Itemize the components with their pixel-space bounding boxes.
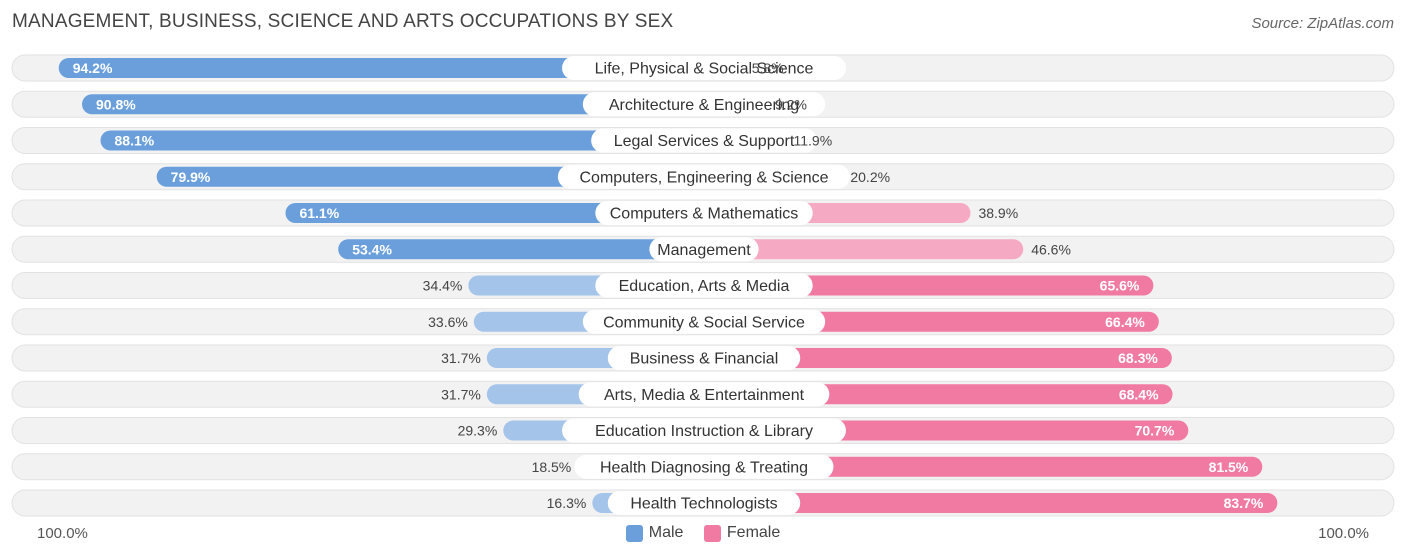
category-label-bg: [607, 491, 801, 515]
male-bar: [338, 239, 704, 260]
category-label-bg: [557, 164, 851, 189]
category-label: Education Instruction & Library: [595, 423, 813, 440]
category-label-bg: [591, 128, 817, 153]
female-value-label: 66.4%: [1105, 314, 1145, 330]
female-value-label: 68.4%: [1119, 386, 1159, 402]
female-value-label: 70.7%: [1135, 423, 1175, 439]
male-value-label: 88.1%: [115, 133, 155, 149]
male-bar: [100, 130, 704, 151]
category-label-bg: [582, 92, 826, 117]
male-value-label: 31.7%: [441, 350, 481, 366]
female-value-label: 5.8%: [752, 60, 784, 76]
legend: Male Female: [0, 524, 1406, 547]
female-value-label: 9.2%: [775, 96, 807, 112]
category-label-bg: [574, 454, 834, 479]
category-label-bg: [649, 237, 759, 262]
male-swatch: [625, 524, 643, 542]
category-label: Computers, Engineering & Science: [579, 169, 828, 186]
female-value-label: 46.6%: [1031, 241, 1071, 257]
male-value-label: 31.7%: [441, 386, 481, 402]
category-label: Architecture & Engineering: [609, 97, 799, 114]
female-bar: [704, 348, 1172, 368]
category-label: Health Technologists: [630, 496, 777, 513]
category-label: Life, Physical & Social Science: [595, 61, 814, 78]
category-label: Legal Services & Support: [614, 133, 795, 150]
female-bar: [704, 493, 1278, 513]
category-label-bg: [607, 346, 801, 370]
category-label-bg: [578, 382, 830, 407]
category-label-bg: [562, 56, 846, 80]
female-value-label: 20.2%: [850, 169, 890, 185]
category-label: Business & Financial: [630, 351, 779, 368]
chart-title: MANAGEMENT, BUSINESS, SCIENCE AND ARTS O…: [12, 11, 674, 32]
male-value-label: 33.6%: [428, 314, 468, 330]
category-label: Education, Arts & Media: [619, 278, 790, 295]
category-label-bg: [595, 273, 813, 298]
female-swatch: [703, 524, 721, 542]
female-value-label: 38.9%: [978, 205, 1018, 221]
male-bar: [82, 94, 704, 115]
category-label: Computers & Mathematics: [610, 206, 799, 223]
male-bar: [58, 58, 705, 78]
legend-female-label: Female: [726, 524, 781, 541]
source-label: Source: ZipAtlas.com: [1251, 15, 1394, 32]
male-value-label: 29.3%: [458, 423, 498, 439]
category-label-bg: [582, 309, 826, 334]
female-value-label: 81.5%: [1209, 459, 1249, 475]
female-bar: [704, 275, 1154, 296]
female-value-label: 68.3%: [1118, 350, 1158, 366]
male-value-label: 16.3%: [547, 495, 587, 511]
category-label-bg: [562, 418, 846, 443]
male-value-label: 79.9%: [171, 169, 211, 185]
legend-item-male: Male: [625, 524, 684, 542]
axis-left-label: 100.0%: [37, 525, 88, 542]
legend-male-label: Male: [648, 524, 684, 541]
male-value-label: 34.4%: [423, 278, 463, 294]
bar-chart: Life, Physical & Social Science 94.2% 5.8%…: [11, 54, 1395, 517]
female-value-label: 83.7%: [1224, 495, 1264, 511]
category-label: Community & Social Service: [603, 314, 805, 331]
female-bar: [704, 239, 1024, 260]
male-value-label: 90.8%: [96, 96, 136, 112]
male-value-label: 53.4%: [352, 241, 392, 257]
category-label: Arts, Media & Entertainment: [604, 387, 805, 404]
axis-right-label: 100.0%: [1318, 525, 1369, 542]
male-value-label: 94.2%: [73, 60, 113, 76]
male-value-label: 61.1%: [299, 205, 339, 221]
male-value-label: 18.5%: [532, 459, 572, 475]
category-label: Management: [657, 242, 751, 259]
female-value-label: 11.9%: [794, 133, 833, 149]
female-bar: [704, 456, 1263, 477]
category-label-bg: [595, 201, 813, 225]
category-label: Health Diagnosing & Treating: [600, 459, 808, 476]
legend-item-female: Female: [703, 524, 781, 542]
female-value-label: 65.6%: [1100, 278, 1140, 294]
